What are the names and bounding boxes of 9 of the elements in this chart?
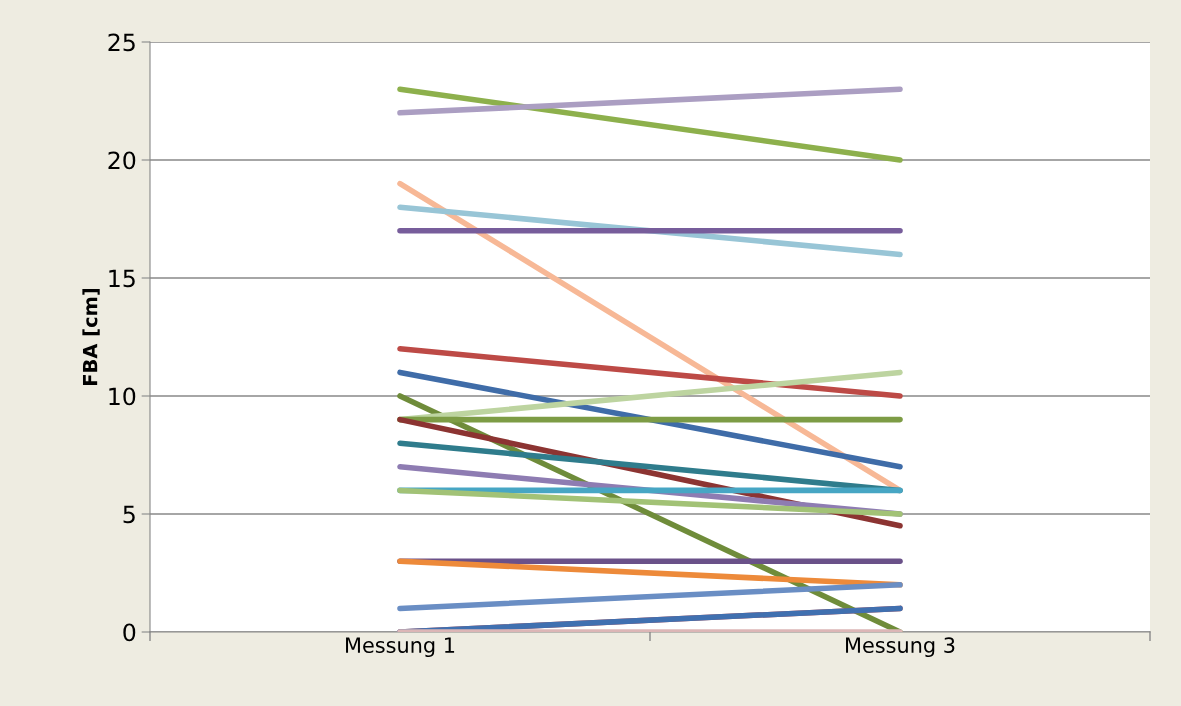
x-tick-label: Messung 3 [846, 637, 955, 658]
y-tick-label: 5 [123, 505, 135, 524]
y-tick-label: 0 [123, 623, 136, 642]
y-tick-label: 15 [109, 269, 135, 288]
y-tick-label: 10 [109, 387, 136, 406]
y-tick-label: 25 [108, 33, 135, 52]
y-tick-label: 20 [108, 151, 136, 170]
x-tick-label: Messung 1 [346, 637, 455, 658]
y-axis-title: FBA [cm] [82, 288, 100, 385]
